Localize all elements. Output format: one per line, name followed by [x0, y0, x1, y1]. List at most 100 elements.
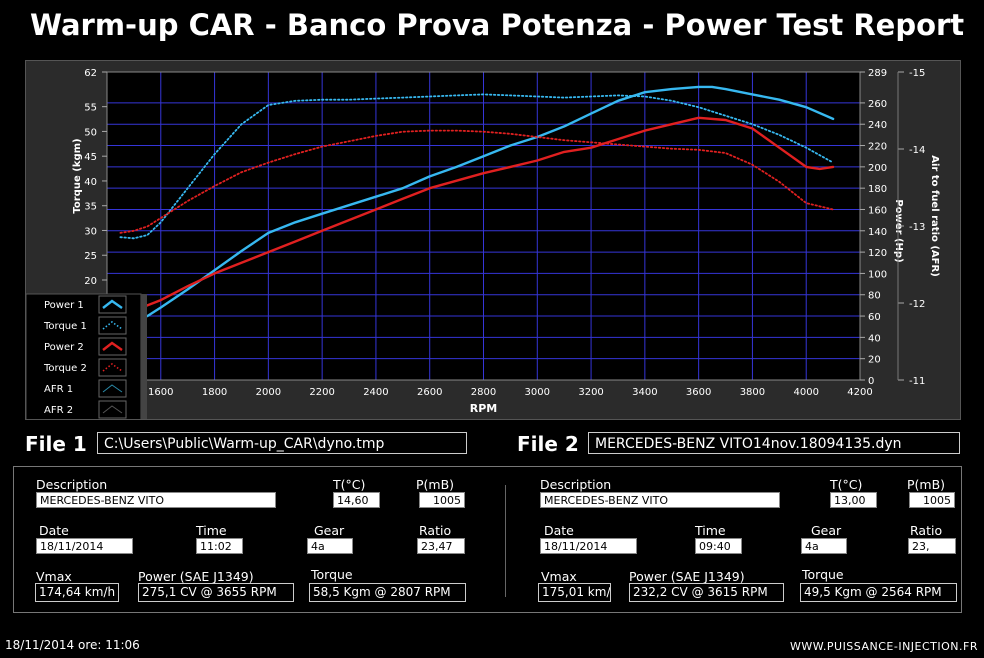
legend-scrollbar [141, 294, 147, 419]
run1-date-value: 18/11/2014 [36, 538, 133, 554]
website-link[interactable]: WWW.PUISSANCE-INJECTION.FR [790, 640, 978, 653]
run2-time-label: Time [695, 523, 726, 538]
run1-date-label: Date [39, 523, 69, 538]
run2-time-value: 09:40 [695, 538, 742, 554]
run1-vmax-value: 174,64 km/h [35, 583, 119, 602]
afr-axis-label: Air to fuel ratio (AFR) [929, 155, 940, 277]
x-tick-label: 2200 [309, 387, 334, 398]
legend-box [26, 293, 142, 419]
run1-time-value: 11:02 [196, 538, 243, 554]
run2-vmax-label: Vmax [541, 569, 577, 584]
power-tick-label: 240 [868, 120, 887, 131]
legend-label: Power 1 [44, 300, 84, 311]
legend-swatch [102, 299, 123, 309]
legend-swatch-box [98, 337, 127, 356]
run2-gear-label: Gear [811, 523, 842, 538]
torque-tick-label: 55 [84, 103, 97, 114]
legend-swatch [102, 363, 123, 372]
torque-tick-label: 20 [84, 276, 97, 287]
x-tick-label: 2400 [363, 387, 388, 398]
x-tick-label: 4200 [847, 387, 872, 398]
run1-power-label: Power (SAE J1349) [138, 569, 254, 584]
legend-label: AFR 1 [44, 384, 73, 395]
torque-tick-label: 25 [84, 251, 97, 262]
legend-swatch-box [98, 379, 127, 398]
power-tick-label: 80 [868, 291, 881, 302]
file1-label: File 1 [25, 432, 87, 456]
run2-ratio-label: Ratio [910, 523, 943, 538]
legend-swatch [102, 341, 123, 351]
run1-ratio-label: Ratio [419, 523, 452, 538]
power-tick-label: 40 [868, 333, 881, 344]
legend-swatch [102, 405, 123, 414]
file1-path-field[interactable]: C:\Users\Public\Warm-up_CAR\dyno.tmp [97, 432, 467, 454]
x-tick-label: 3400 [632, 387, 657, 398]
series-line-torque-1 [119, 93, 834, 240]
run1-pressure-value: 1005 [419, 492, 465, 508]
legend-label: Torque 1 [43, 321, 87, 332]
x-axis-label: RPM [470, 402, 497, 415]
dyno-chart-panel: 1600 1800 2000 2200 2400 2600 2800 3000 3200 3400… [25, 60, 961, 420]
run2-torque-value: 49,5 Kgm @ 2564 RPM [800, 583, 957, 602]
power-tick-label: 220 [868, 142, 887, 153]
run2-vmax-value: 175,01 km/ [538, 583, 611, 602]
run2-torque-label: Torque [802, 567, 844, 582]
run2-date-label: Date [544, 523, 574, 538]
series-line-torque-2 [119, 129, 834, 234]
afr-tick-label: -13 [909, 222, 925, 233]
report-title: Warm-up CAR - Banco Prova Potenza - Powe… [30, 8, 965, 42]
torque-axis-label: Torque (kgm) [72, 138, 83, 213]
run1-time-label: Time [196, 523, 227, 538]
run1-description-label: Description [36, 477, 108, 492]
legend-swatch [102, 321, 123, 330]
run1-temp-value: 14,60 [333, 492, 380, 508]
run1-gear-label: Gear [314, 523, 345, 538]
power-tick-label: 180 [868, 184, 887, 195]
x-tick-label: 3000 [525, 387, 550, 398]
run1-ratio-value: 23,47 [417, 538, 465, 554]
power-tick-label: 289 [868, 68, 887, 79]
x-tick-label: 1800 [202, 387, 227, 398]
torque-tick-label: 35 [84, 202, 97, 213]
run1-power-value: 275,1 CV @ 3655 RPM [138, 583, 294, 602]
run2-pressure-value: 1005 [909, 492, 955, 508]
run2-description-label: Description [540, 477, 612, 492]
legend-swatch-box [98, 400, 127, 419]
run2-gear-value: 4a [801, 538, 847, 554]
report-datetime: 18/11/2014 ore: 11:06 [5, 638, 140, 652]
power-tick-label: 160 [868, 205, 887, 216]
run2-date-value: 18/11/2014 [540, 538, 637, 554]
run-divider [505, 485, 506, 597]
torque-tick-label: 30 [84, 226, 97, 237]
x-tick-label: 2600 [417, 387, 442, 398]
x-tick-label: 2000 [256, 387, 281, 398]
x-tick-label: 3800 [740, 387, 765, 398]
run1-torque-value: 58,5 Kgm @ 2807 RPM [309, 583, 466, 602]
legend-swatch [102, 384, 123, 393]
run2-power-label: Power (SAE J1349) [629, 569, 745, 584]
afr-tick-label: -14 [909, 145, 925, 156]
series-line-power-2 [119, 116, 835, 312]
file2-path-field[interactable]: MERCEDES-BENZ VITO14nov.18094135.dyn [588, 432, 960, 454]
x-tick-label: 1600 [148, 387, 173, 398]
series-line-power-1 [119, 85, 835, 323]
run1-pressure-label: P(mB) [416, 477, 455, 492]
x-tick-label: 4000 [793, 387, 818, 398]
power-tick-label: 260 [868, 99, 887, 110]
run2-pressure-label: P(mB) [907, 477, 946, 492]
power-tick-label: 0 [868, 376, 874, 387]
torque-tick-label: 62 [84, 68, 97, 79]
afr-tick-label: -15 [909, 68, 925, 79]
torque-tick-label: 40 [84, 177, 97, 188]
power-tick-label: 100 [868, 269, 887, 280]
afr-tick-label: -12 [909, 299, 925, 310]
power-tick-label: 120 [868, 248, 887, 259]
power-tick-label: 20 [868, 355, 881, 366]
afr-tick-label: -11 [909, 376, 925, 387]
file2-label: File 2 [517, 432, 579, 456]
x-tick-label: 3600 [686, 387, 711, 398]
run2-ratio-value: 23, [908, 538, 956, 554]
legend-swatch-box [98, 358, 127, 377]
legend-label: Power 2 [44, 342, 84, 353]
plot-border [106, 71, 861, 381]
